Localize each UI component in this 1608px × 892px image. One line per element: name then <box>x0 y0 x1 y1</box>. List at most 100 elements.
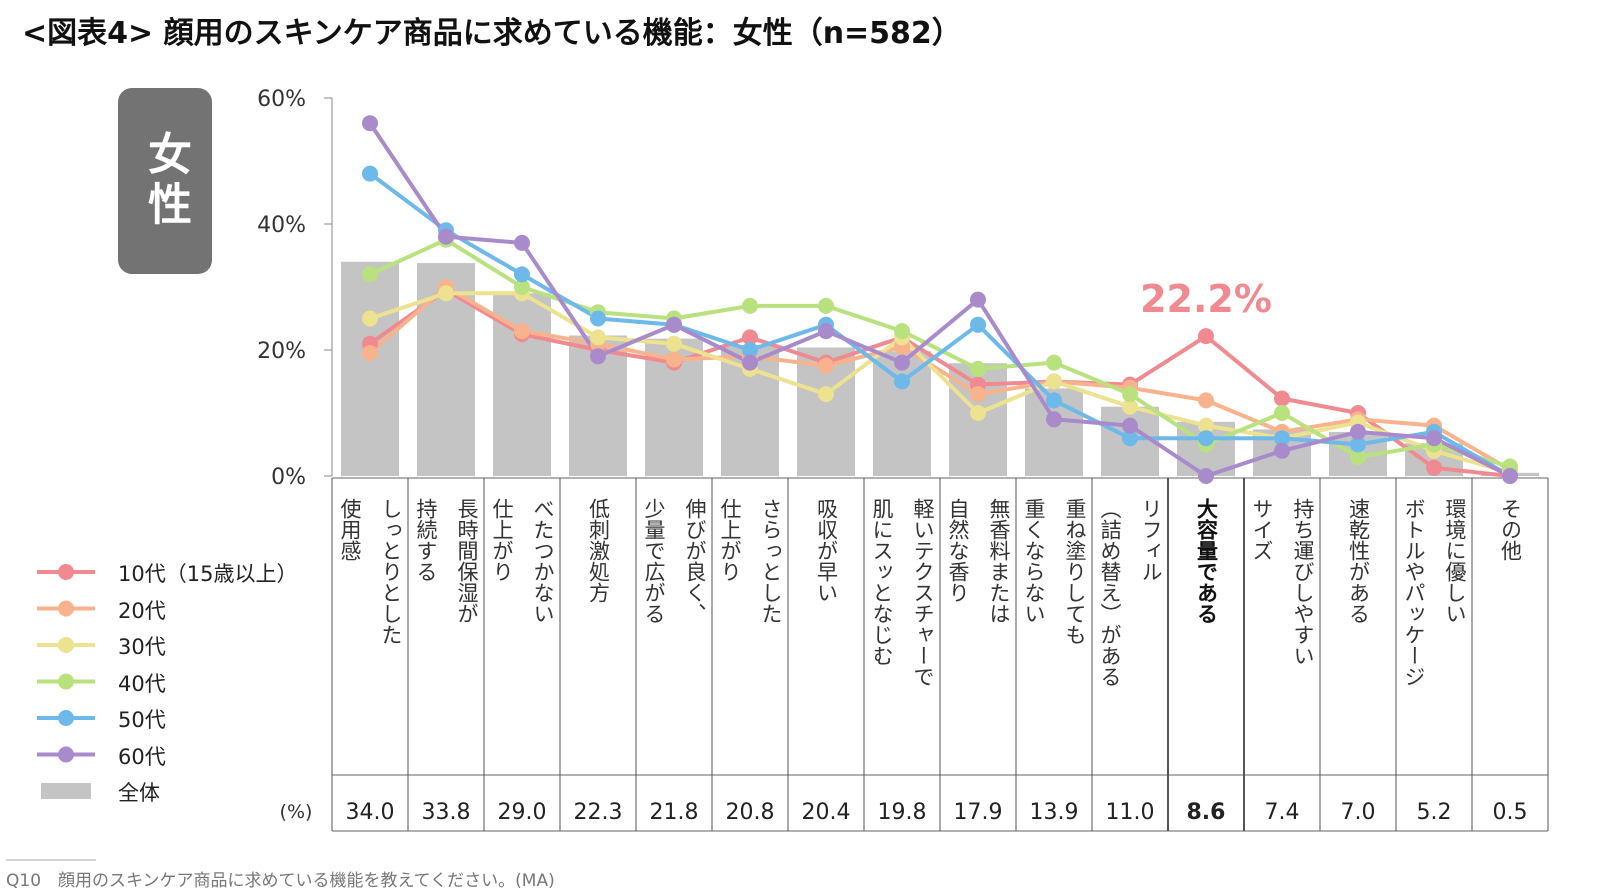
series-point <box>362 345 378 362</box>
category-label-line: 重くならない <box>1022 498 1046 624</box>
y-tick-label: 60% <box>257 87 306 112</box>
series-point <box>1122 386 1138 403</box>
category-label-line: その他 <box>1498 498 1523 561</box>
chart-title: <図表4> 顔用のスキンケア商品に求めている機能：女性（n=582） <box>22 16 962 51</box>
series-point <box>970 360 986 377</box>
series-point <box>742 329 758 346</box>
series-line <box>369 291 1511 475</box>
series-point <box>1046 354 1062 371</box>
series-point <box>742 342 758 358</box>
total-value-label: 8.6 <box>1186 800 1226 825</box>
category-label-line: 仕上がり <box>490 498 514 582</box>
legend-label: 全体 <box>118 781 160 805</box>
category-label-line: 自然な香り <box>946 498 970 603</box>
series-point <box>1198 430 1214 447</box>
category-label-line: 伸びが良く、 <box>683 498 707 624</box>
total-value-label: 5.2 <box>1416 800 1452 825</box>
series-point <box>666 316 682 333</box>
category-label: 持ち運びしやすい サイズ <box>1244 498 1320 666</box>
series-point <box>742 354 758 371</box>
category-label-line: 環境に優しい <box>1443 498 1467 624</box>
y-tick-label: 0% <box>271 465 306 490</box>
total-bar <box>873 351 931 476</box>
total-value-label: 11.0 <box>1105 800 1155 825</box>
legend-swatch-total <box>41 783 91 799</box>
category-label-line: （詰め替え）がある <box>1098 498 1122 687</box>
category-label-line: 肌にスッとなじむ <box>870 498 894 666</box>
series-point <box>1350 449 1366 466</box>
series-point <box>438 285 454 302</box>
category-label: 軽いテクスチャーで 肌にスッとなじむ <box>864 498 940 687</box>
series-point <box>514 323 530 340</box>
legend-label: 60代 <box>118 744 166 769</box>
category-label-line: 無香料または <box>987 498 1011 624</box>
legend-label: 50代 <box>118 708 166 732</box>
total-value-label: 7.0 <box>1340 800 1376 825</box>
total-value-label: 21.8 <box>649 800 699 825</box>
series-point <box>362 310 378 327</box>
total-value-label: 22.3 <box>573 800 623 825</box>
series-point <box>666 335 682 352</box>
highlight-label: 22.2% <box>1140 277 1272 321</box>
series-point <box>590 310 606 327</box>
total-value-label: 34.0 <box>345 800 395 825</box>
series-point <box>362 266 378 283</box>
total-value-label: 7.4 <box>1264 800 1300 825</box>
series-point <box>1122 430 1138 447</box>
category-label-line: しっとりとした <box>379 498 403 645</box>
category-label-line: ボトルやパッケージ <box>1402 498 1426 687</box>
series-point <box>970 291 986 308</box>
total-value-label: 33.8 <box>421 800 471 825</box>
series-point <box>514 266 530 283</box>
category-label-line: 低刺激処方 <box>586 498 611 603</box>
legend-swatch-marker <box>58 673 74 690</box>
category-label: 長時間保湿が 持続する <box>408 498 484 624</box>
series-point <box>666 351 682 368</box>
category-label-line: 大容量である <box>1194 498 1219 624</box>
series-point <box>1122 417 1138 434</box>
series-point <box>818 297 834 314</box>
y-tick-label: 40% <box>257 213 306 238</box>
series-point <box>742 297 758 314</box>
series-point <box>894 354 910 371</box>
series-point <box>970 386 986 403</box>
category-label: 環境に優しい ボトルやパッケージ <box>1396 498 1472 687</box>
category-label-line: 持続する <box>414 498 438 582</box>
category-label-line: さらっとした <box>759 498 783 624</box>
legend-swatch-marker <box>58 637 74 653</box>
category-label-line: 速乾性がある <box>1346 498 1371 624</box>
total-bar <box>341 261 399 476</box>
series-point <box>362 115 378 132</box>
series-point <box>1426 459 1442 476</box>
total-value-label: 19.8 <box>877 800 927 825</box>
category-label: 無香料または 自然な香り <box>940 498 1016 624</box>
series-line <box>368 288 1511 478</box>
series-point <box>818 386 834 403</box>
category-label-line: 仕上がり <box>718 498 742 582</box>
series-point <box>590 348 606 365</box>
total-value-label: 13.9 <box>1029 800 1079 825</box>
category-label-line: 重ね塗りしても <box>1063 498 1087 645</box>
y-tick-label: 20% <box>257 339 306 364</box>
category-label: 速乾性がある <box>1320 498 1396 624</box>
category-label-line: 吸収が早い <box>814 498 839 603</box>
series-point <box>1350 423 1366 440</box>
series-point <box>514 279 530 295</box>
series-point <box>362 165 378 182</box>
category-label-line: サイズ <box>1250 498 1274 561</box>
category-label: 低刺激処方 <box>560 498 636 603</box>
series-point <box>1122 398 1138 415</box>
legend-label: 10代（15歳以上） <box>118 562 298 586</box>
gender-badge: 女性 <box>118 88 212 274</box>
category-label: べたつかない 仕上がり <box>484 498 560 624</box>
category-label-line: 長時間保湿が <box>455 498 479 624</box>
legend-label: 20代 <box>118 598 166 623</box>
unit-label: (%) <box>280 801 313 823</box>
series-point <box>818 357 834 374</box>
legend-swatch-marker <box>58 600 74 617</box>
series-point <box>1046 411 1062 428</box>
category-label-line: 使用感 <box>338 498 362 561</box>
category-label: 大容量である <box>1168 498 1244 624</box>
series-point <box>1198 468 1214 484</box>
